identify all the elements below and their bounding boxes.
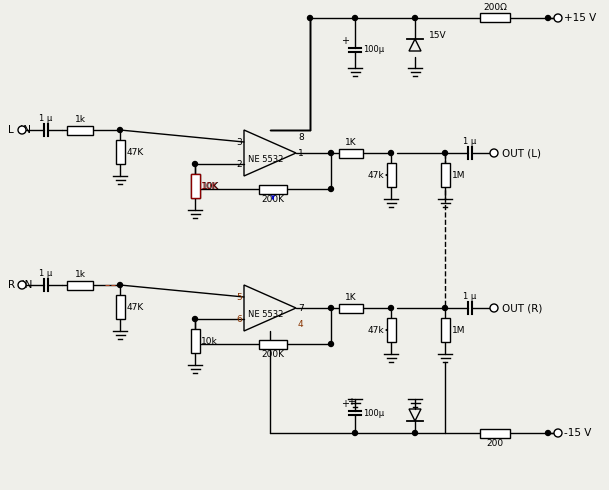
Text: 1 μ: 1 μ (40, 114, 52, 123)
Text: 200K: 200K (261, 195, 284, 204)
Text: 200K: 200K (261, 350, 284, 359)
Bar (387, 318, 395, 342)
Text: 4: 4 (298, 319, 304, 328)
Circle shape (192, 317, 197, 321)
Circle shape (192, 162, 197, 167)
Circle shape (490, 149, 498, 157)
Bar (191, 329, 200, 353)
Text: 47k: 47k (368, 325, 384, 335)
Text: 1k: 1k (74, 115, 85, 124)
Text: 1M: 1M (451, 325, 465, 335)
Text: 1M: 1M (451, 171, 465, 179)
Text: 47K: 47K (127, 147, 144, 156)
Circle shape (18, 126, 26, 134)
Circle shape (328, 342, 334, 346)
Text: 1K: 1K (345, 293, 357, 302)
Bar (387, 163, 395, 187)
Text: 1k: 1k (74, 270, 85, 279)
Bar (339, 148, 363, 157)
Text: 1: 1 (298, 148, 304, 157)
Bar (440, 163, 449, 187)
Bar (339, 303, 363, 313)
Text: 7: 7 (298, 303, 304, 313)
Text: 6: 6 (236, 315, 242, 323)
Bar (440, 318, 449, 342)
Bar (191, 174, 200, 198)
Text: 1 μ: 1 μ (40, 269, 52, 278)
Bar (116, 295, 124, 319)
Text: 1K: 1K (345, 138, 357, 147)
Circle shape (389, 305, 393, 311)
Text: 47k: 47k (368, 171, 384, 179)
Text: 200: 200 (487, 439, 504, 448)
Bar (480, 14, 510, 23)
Text: R  IN: R IN (8, 280, 32, 290)
Text: +: + (347, 397, 355, 407)
Text: +15 V: +15 V (564, 13, 596, 23)
Text: -15 V: -15 V (564, 428, 591, 438)
Text: 1 μ: 1 μ (463, 292, 477, 301)
Text: 100μ: 100μ (363, 409, 384, 417)
Circle shape (546, 431, 551, 436)
Text: 10k: 10k (201, 337, 218, 345)
Text: OUT (L): OUT (L) (502, 148, 541, 158)
Bar (259, 340, 287, 348)
Bar (67, 280, 93, 290)
Circle shape (389, 150, 393, 155)
Text: 2: 2 (236, 160, 242, 169)
Circle shape (353, 16, 357, 21)
Text: L  IN: L IN (8, 125, 31, 135)
Circle shape (353, 431, 357, 436)
Bar (259, 185, 287, 194)
Text: 15V: 15V (429, 30, 446, 40)
Text: NE 5532: NE 5532 (248, 154, 284, 164)
Circle shape (554, 14, 562, 22)
Bar (116, 140, 124, 164)
Text: 10K: 10K (201, 181, 219, 191)
Circle shape (554, 429, 562, 437)
Circle shape (308, 16, 312, 21)
Circle shape (412, 431, 418, 436)
Text: 10K: 10K (202, 181, 219, 191)
Circle shape (18, 281, 26, 289)
Circle shape (546, 16, 551, 21)
Text: 5: 5 (236, 293, 242, 301)
Circle shape (328, 150, 334, 155)
Text: 47K: 47K (127, 302, 144, 312)
Circle shape (412, 16, 418, 21)
Text: 3: 3 (236, 138, 242, 147)
Text: 8: 8 (298, 132, 304, 142)
Text: 1 μ: 1 μ (463, 137, 477, 146)
Circle shape (490, 304, 498, 312)
Bar (67, 125, 93, 134)
Circle shape (443, 150, 448, 155)
Circle shape (118, 127, 122, 132)
Circle shape (118, 283, 122, 288)
Text: +: + (341, 399, 349, 409)
Text: OUT (R): OUT (R) (502, 303, 543, 313)
Circle shape (328, 187, 334, 192)
Circle shape (443, 305, 448, 311)
Text: 200Ω: 200Ω (483, 3, 507, 12)
Text: 100μ: 100μ (363, 46, 384, 54)
Circle shape (328, 305, 334, 311)
Text: NE 5532: NE 5532 (248, 310, 284, 318)
Bar (191, 174, 200, 198)
Text: +: + (341, 36, 349, 46)
Bar (480, 428, 510, 438)
